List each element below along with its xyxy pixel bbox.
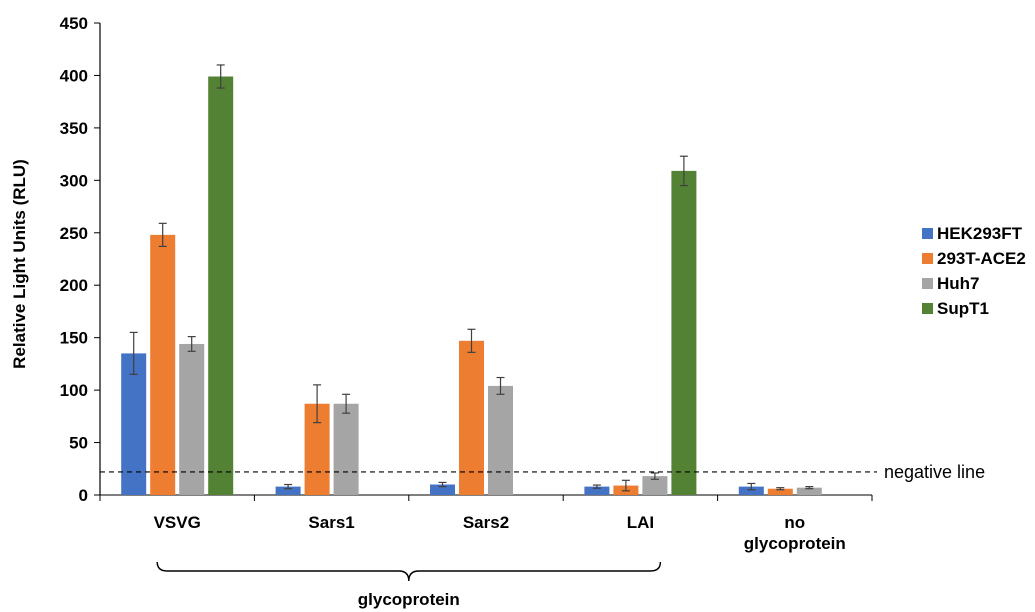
bar-hek293ft xyxy=(275,486,301,495)
y-tick-label: 100 xyxy=(60,381,88,400)
y-tick-label: 300 xyxy=(60,171,88,190)
bar-hek293ft xyxy=(584,486,610,495)
bar-huh7 xyxy=(179,343,205,495)
legend-label: HEK293FT xyxy=(937,224,1023,243)
legend-label: Huh7 xyxy=(937,274,980,293)
x-category-label: Sars2 xyxy=(463,513,509,532)
legend-swatch-huh7 xyxy=(922,278,933,289)
x-axis: VSVG Sars1 Sars2 LAI no glycoprotein xyxy=(99,494,873,553)
y-tick-label: 250 xyxy=(60,224,88,243)
y-tick-label: 400 xyxy=(60,66,88,85)
x-category-label: VSVG xyxy=(154,513,201,532)
x-category-label: glycoprotein xyxy=(744,534,846,553)
y-axis-title: Relative Light Units (RLU) xyxy=(10,159,29,369)
bar-293t-ace2 xyxy=(767,488,793,495)
y-tick-label: 200 xyxy=(60,276,88,295)
negative-line-label: negative line xyxy=(884,462,985,482)
glycoprotein-bracket: glycoprotein xyxy=(156,561,662,609)
legend-label: 293T-ACE2 xyxy=(937,249,1026,268)
bars xyxy=(121,76,822,496)
negative-line-group: negative line xyxy=(100,462,985,482)
brace-path xyxy=(156,561,662,582)
x-category-label: LAI xyxy=(627,513,654,532)
legend-label: SupT1 xyxy=(937,299,989,318)
bar-hek293ft xyxy=(121,353,147,495)
legend-swatch-293t-ace2 xyxy=(922,253,933,264)
x-category-label: Sars1 xyxy=(308,513,354,532)
bar-293t-ace2 xyxy=(150,234,176,495)
bar-supt1 xyxy=(671,170,697,496)
bar-hek293ft xyxy=(738,486,764,495)
y-tick-label: 50 xyxy=(69,434,88,453)
y-tick-label: 450 xyxy=(60,14,88,33)
error-bars xyxy=(129,64,814,492)
bar-supt1 xyxy=(208,76,234,495)
legend-swatch-hek293ft xyxy=(922,228,933,239)
bar-293t-ace2 xyxy=(459,340,484,495)
bar-huh7 xyxy=(488,385,513,495)
y-tick-label: 150 xyxy=(60,329,88,348)
legend-swatch-supt1 xyxy=(922,303,933,314)
bar-huh7 xyxy=(642,476,668,495)
y-tick-label: 350 xyxy=(60,119,88,138)
legend: HEK293FT 293T-ACE2 Huh7 SupT1 xyxy=(922,224,1026,318)
y-tick-label: 0 xyxy=(79,486,88,505)
bar-hek293ft xyxy=(430,484,455,495)
glycoprotein-label: glycoprotein xyxy=(358,590,460,609)
x-category-label: no xyxy=(784,513,805,532)
bar-huh7 xyxy=(333,403,359,495)
bar-huh7 xyxy=(796,487,822,495)
y-axis: 0 50 100 150 200 250 300 350 400 450 xyxy=(60,14,101,505)
